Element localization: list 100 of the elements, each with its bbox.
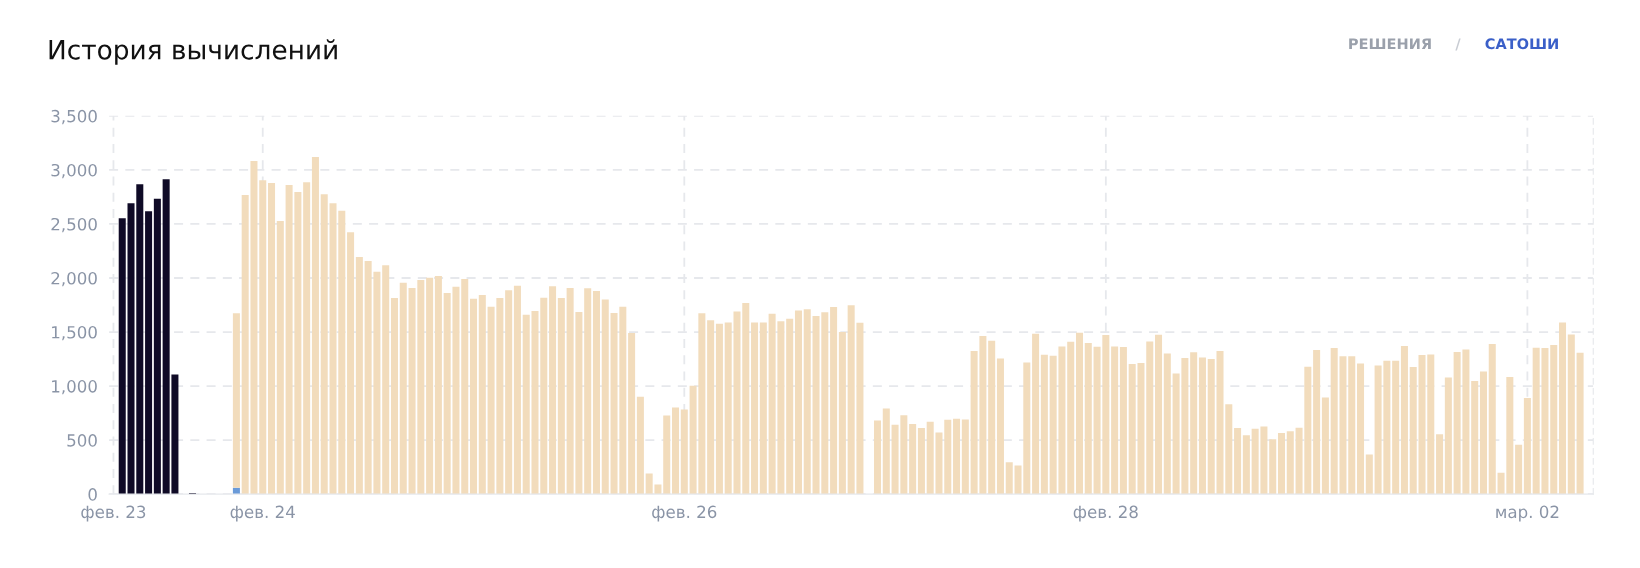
bar bbox=[1365, 454, 1373, 495]
bar bbox=[1198, 357, 1206, 495]
y-tick-label: 3,500 bbox=[51, 109, 97, 125]
bar bbox=[382, 265, 390, 495]
bar bbox=[478, 295, 486, 495]
bar bbox=[759, 322, 767, 495]
bar bbox=[1067, 341, 1075, 495]
text: САТОШИ bbox=[1485, 38, 1558, 50]
bar bbox=[311, 156, 319, 495]
bar bbox=[1515, 444, 1523, 495]
bar bbox=[347, 232, 355, 495]
bar bbox=[830, 307, 838, 495]
y-tick-label: 1,500 bbox=[52, 326, 97, 341]
bar bbox=[1005, 462, 1013, 495]
x-tick-label: мар. 02 bbox=[1496, 505, 1559, 522]
bar bbox=[434, 276, 442, 495]
bar bbox=[944, 419, 952, 495]
bar bbox=[996, 358, 1004, 495]
bar bbox=[584, 288, 592, 495]
bar bbox=[1146, 341, 1154, 495]
x-tick-label: фев. 23 bbox=[81, 505, 146, 522]
bar bbox=[153, 198, 161, 495]
bar bbox=[399, 282, 407, 495]
bar bbox=[917, 428, 925, 495]
bar bbox=[549, 286, 557, 495]
bar bbox=[751, 322, 759, 495]
bar bbox=[232, 487, 240, 495]
bar bbox=[259, 180, 267, 495]
x-tick-label: фев. 26 bbox=[652, 505, 717, 522]
bar bbox=[1400, 346, 1408, 495]
bar bbox=[1576, 352, 1584, 495]
bar bbox=[232, 313, 240, 488]
bar bbox=[505, 290, 513, 495]
bar bbox=[1436, 434, 1444, 495]
bar bbox=[663, 415, 671, 495]
bar bbox=[1163, 353, 1171, 495]
bar bbox=[803, 309, 811, 495]
bar bbox=[1559, 322, 1567, 495]
bar bbox=[557, 297, 565, 495]
bar bbox=[461, 279, 469, 495]
bar bbox=[628, 333, 636, 495]
bar bbox=[1234, 428, 1242, 495]
bar bbox=[1084, 343, 1092, 495]
y-tick-label: 2,500 bbox=[51, 217, 97, 233]
bar bbox=[1479, 371, 1487, 495]
bar bbox=[592, 291, 600, 495]
bar bbox=[1444, 377, 1452, 495]
bar bbox=[882, 408, 890, 495]
bar bbox=[1032, 333, 1040, 495]
bar bbox=[909, 424, 917, 495]
bar bbox=[1111, 346, 1119, 495]
y-tick-label: 500 bbox=[67, 434, 97, 447]
x-tick-label: фев. 28 bbox=[1073, 505, 1138, 522]
bar bbox=[1523, 398, 1531, 495]
bar bbox=[1207, 359, 1215, 495]
bar bbox=[961, 419, 969, 495]
y-tick-label: 0 bbox=[88, 488, 97, 501]
bar bbox=[390, 297, 398, 495]
bar bbox=[118, 218, 126, 495]
bar bbox=[794, 310, 802, 495]
bar bbox=[873, 420, 882, 495]
y-tick-label: 3,000 bbox=[51, 163, 97, 179]
y-tick-label: 1,000 bbox=[52, 380, 97, 395]
x-tick-label: фев. 24 bbox=[230, 505, 295, 522]
bar bbox=[988, 340, 996, 495]
bar bbox=[1471, 381, 1479, 495]
bar bbox=[1488, 344, 1496, 495]
bar bbox=[1119, 347, 1127, 495]
bar bbox=[1040, 354, 1048, 495]
bar bbox=[268, 182, 276, 495]
y-tick-label: 2,000 bbox=[51, 271, 97, 287]
bar bbox=[786, 318, 794, 495]
bar bbox=[1075, 332, 1084, 495]
bar bbox=[1357, 363, 1365, 495]
bar bbox=[1313, 350, 1321, 495]
text: РЕШЕНИЯ bbox=[1349, 38, 1431, 50]
bar bbox=[601, 299, 609, 495]
bar bbox=[672, 407, 680, 495]
bar bbox=[1190, 352, 1198, 495]
bar bbox=[1155, 334, 1163, 495]
bar bbox=[1269, 439, 1277, 495]
bar bbox=[276, 221, 284, 495]
bar bbox=[1348, 356, 1356, 495]
bar bbox=[680, 409, 688, 495]
bar bbox=[1321, 397, 1329, 495]
bar bbox=[470, 298, 478, 495]
text: / bbox=[1455, 38, 1461, 51]
bar bbox=[426, 277, 434, 495]
bar bbox=[838, 332, 846, 495]
bar bbox=[1286, 431, 1294, 495]
bar bbox=[303, 182, 311, 495]
bar bbox=[355, 257, 363, 495]
bar bbox=[636, 396, 644, 495]
bar bbox=[715, 323, 723, 495]
bar bbox=[1277, 433, 1285, 495]
bar bbox=[953, 418, 961, 495]
bar bbox=[513, 285, 521, 495]
bar bbox=[707, 320, 715, 495]
bar bbox=[1392, 360, 1400, 495]
chart-title: История вычислений bbox=[49, 39, 337, 65]
